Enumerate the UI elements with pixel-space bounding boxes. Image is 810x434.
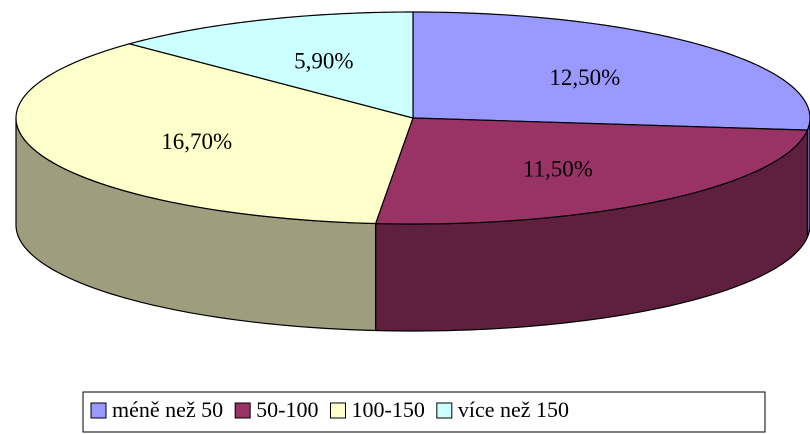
data-label: 11,50% [523, 157, 593, 182]
legend-label: 100-150 [352, 397, 425, 422]
legend-label: 50-100 [256, 397, 318, 422]
slice [412, 11, 810, 131]
legend-label: více než 150 [458, 397, 569, 422]
slice [15, 43, 414, 225]
legend: méně než 50 50-100 100-150 více než 150 [90, 397, 569, 422]
legend-label: méně než 50 [112, 397, 223, 422]
legend-swatch [90, 402, 107, 419]
legend-box [82, 391, 766, 433]
data-label: 12,50% [549, 65, 620, 90]
slice [374, 117, 809, 225]
legend-swatch [234, 402, 251, 419]
data-label: 5,90% [294, 49, 353, 74]
legend-swatch [330, 402, 346, 419]
pie: 12,50% 11,50% 16,70% 5,90% [15, 11, 810, 332]
slice [127, 11, 414, 119]
legend-swatch [436, 402, 453, 419]
data-label: 16,70% [161, 129, 232, 154]
